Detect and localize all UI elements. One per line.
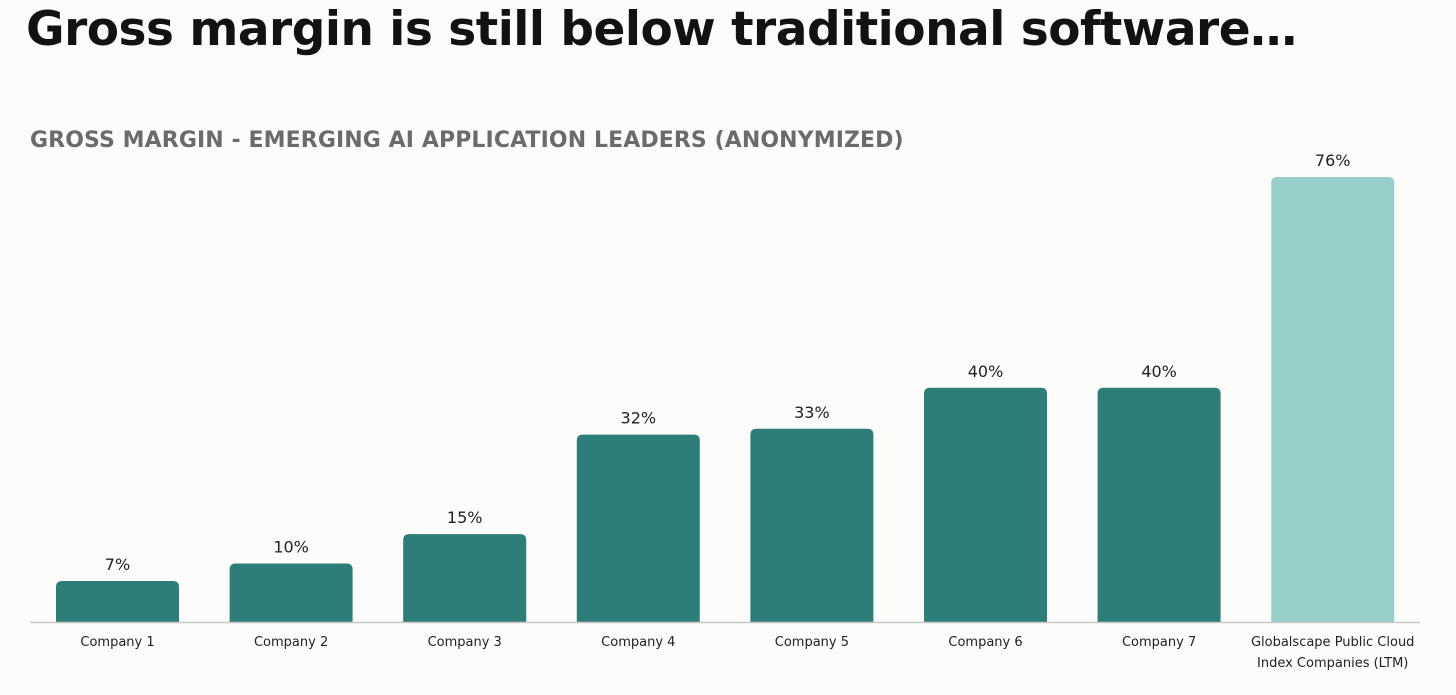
value-label-1: 7% [105,555,130,574]
value-label-8: 76% [1315,151,1351,170]
bar-5 [750,428,874,622]
category-label-6: Company 6 [948,635,1022,650]
value-label-6: 40% [968,362,1004,381]
category-label-2: Company 2 [254,635,328,650]
bar-4 [576,434,700,622]
bar-1 [56,581,179,622]
bar-6 [924,387,1047,622]
bar-3 [403,534,527,622]
bar-7 [1097,387,1221,622]
category-label-5: Company 5 [775,635,849,650]
value-label-5: 33% [794,403,830,422]
category-label-8: Globalscape Public Cloud Index Companies … [1251,635,1414,671]
category-label-1: Company 1 [80,635,154,650]
category-label-3: Company 3 [428,635,502,650]
value-label-3: 15% [447,508,483,527]
value-label-2: 10% [273,537,309,556]
value-label-7: 40% [1141,362,1177,381]
page-headline: Gross margin is still below traditional … [26,2,1297,57]
bar-8 [1271,177,1395,622]
bars-layer [56,177,1395,622]
chart-title: GROSS MARGIN - EMERGING AI APPLICATION L… [30,128,904,153]
category-label-4: Company 4 [601,635,675,650]
bar-2 [229,563,353,622]
category-labels-layer: Company 1 Company 2 Company 3 Company 4 Comp… [80,635,1414,671]
category-label-7: Company 7 [1122,635,1196,650]
value-label-4: 32% [621,409,657,428]
value-labels-layer: 7% 10% 15% 32% 33% 40% 40% 76% [105,151,1351,574]
